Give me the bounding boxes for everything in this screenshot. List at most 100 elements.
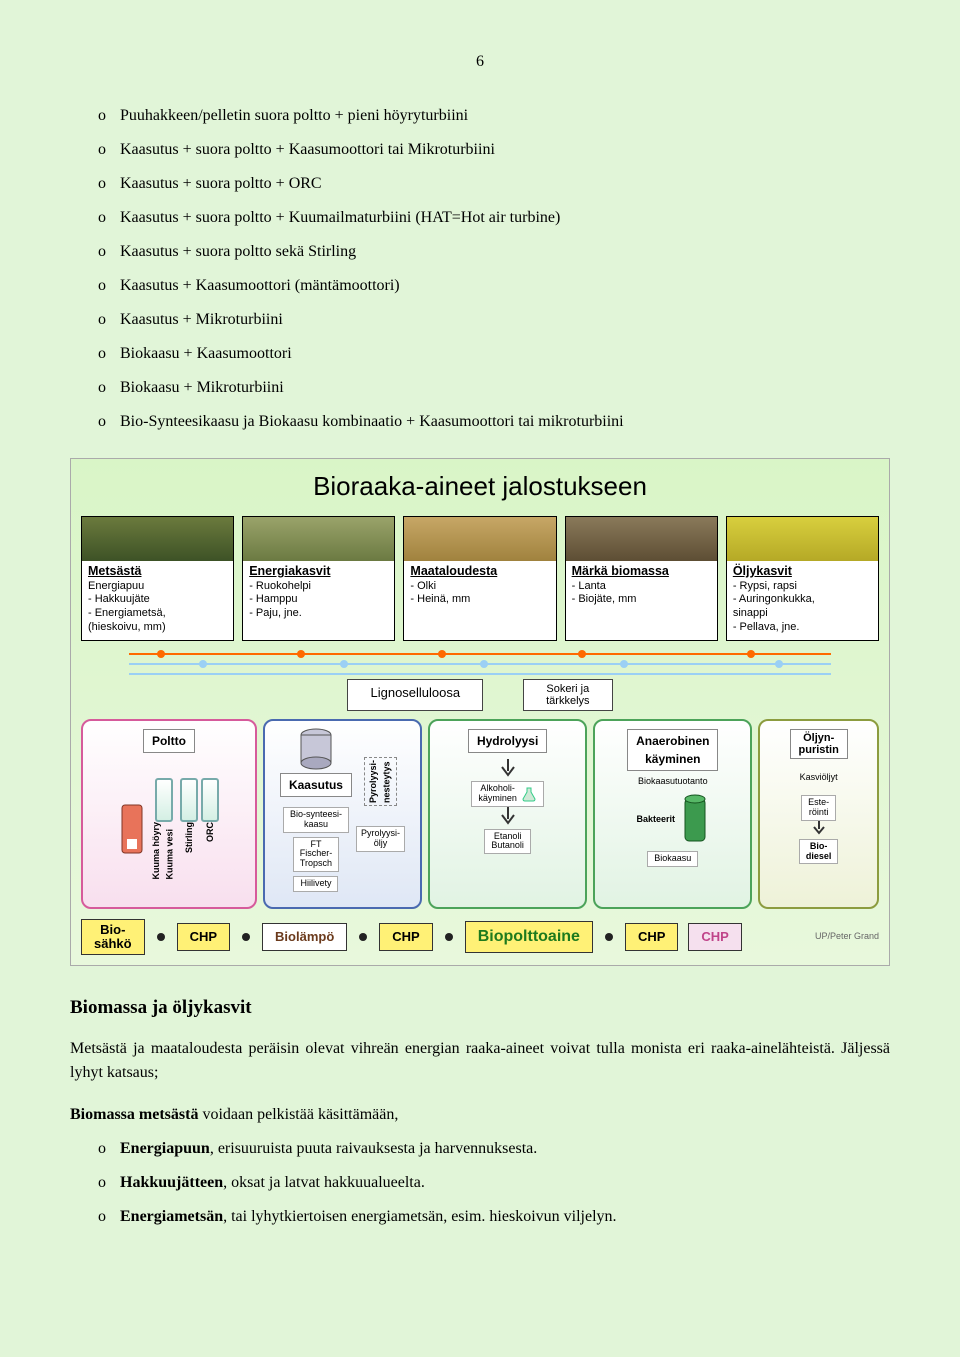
page-number: 6 bbox=[70, 50, 890, 74]
lead-rest: voidaan pelkistää käsittämään, bbox=[198, 1106, 398, 1123]
connector-dot-icon bbox=[359, 933, 367, 941]
sub-label: Biokaasutuotanto bbox=[638, 777, 708, 787]
output-biolampo: Biolämpö bbox=[262, 923, 347, 951]
process-title: Poltto bbox=[143, 729, 195, 753]
side-label: Pyrolyysi- nesteytys bbox=[364, 757, 397, 806]
source-line: - Lanta bbox=[572, 580, 711, 594]
list-item: Bio-Synteesikaasu ja Biokaasu kombinaati… bbox=[98, 410, 890, 434]
sub-label: Alkoholi- käyminen bbox=[471, 781, 544, 807]
source-line: - Rypsi, rapsi bbox=[733, 580, 872, 594]
arrow-down-icon bbox=[811, 821, 827, 835]
process-poltto: Poltto Kuuma höyry Kuuma vesi Stirling O… bbox=[81, 719, 257, 909]
process-title: Kaasutus bbox=[280, 773, 352, 797]
gasifier-icon bbox=[299, 727, 333, 771]
wire-blue bbox=[129, 673, 831, 675]
source-line: - Hamppu bbox=[249, 593, 388, 607]
sub-label: Este- röinti bbox=[801, 795, 836, 821]
diagram-title: Bioraaka-aineet jalostukseen bbox=[81, 467, 879, 506]
arrow-down-icon bbox=[498, 759, 518, 777]
output-biopolttoaine: Biopolttoaine bbox=[465, 921, 593, 953]
hay-icon bbox=[404, 517, 555, 561]
process-title: Anaerobinen käyminen bbox=[627, 729, 718, 771]
list-item: Hakkuujätteen, oksat ja latvat hakkuualu… bbox=[98, 1171, 890, 1195]
source-card: Märkä biomassa - Lanta - Biojäte, mm bbox=[565, 516, 718, 641]
stage-label: Sokeri ja tärkkelys bbox=[523, 679, 612, 711]
list-item: Biokaasu + Mikroturbiini bbox=[98, 376, 890, 400]
stage-row: Lignoselluloosa Sokeri ja tärkkelys bbox=[81, 679, 879, 711]
source-line: - Auringonkukka, bbox=[733, 593, 872, 607]
wire-zone bbox=[81, 643, 879, 683]
side-label: ORC bbox=[204, 822, 218, 842]
source-title: Märkä biomassa bbox=[572, 564, 711, 580]
list-bold: Hakkuujätteen bbox=[120, 1174, 223, 1191]
arrow-down-icon bbox=[498, 807, 518, 825]
source-line: - Heinä, mm bbox=[410, 593, 549, 607]
source-title: Öljykasvit bbox=[733, 564, 872, 580]
forest-icon bbox=[82, 517, 233, 561]
sub-label: Hiilivety bbox=[293, 876, 338, 892]
process-kaasutus: Kaasutus Bio-synteesi- kaasu FT Fischer-… bbox=[263, 719, 422, 909]
sub-label: Bio-synteesi- kaasu bbox=[283, 807, 349, 833]
list-item: Kaasutus + suora poltto + ORC bbox=[98, 172, 890, 196]
source-line: Energiapuu bbox=[88, 580, 227, 594]
sub-label: Kasviöljyt bbox=[800, 773, 838, 783]
section-heading: Biomassa ja öljykasvit bbox=[70, 994, 890, 1023]
list-rest: , erisuuruista puuta raivauksesta ja har… bbox=[210, 1140, 537, 1157]
output-chp: CHP bbox=[688, 923, 741, 951]
output-chp: CHP bbox=[379, 923, 432, 951]
side-label: Kuuma höyry Kuuma vesi bbox=[150, 822, 177, 880]
boiler-icon bbox=[118, 799, 146, 859]
process-anaerobinen: Anaerobinen käyminen Biokaasutuotanto Ba… bbox=[593, 719, 752, 909]
process-oil: Öljyn- puristin Kasviöljyt Este- röinti … bbox=[758, 719, 879, 909]
top-bullet-list: Puuhakkeen/pelletin suora poltto + pieni… bbox=[70, 104, 890, 434]
list-rest: , oksat ja latvat hakkuualueelta. bbox=[223, 1174, 425, 1191]
source-line: - Paju, jne. bbox=[249, 607, 388, 621]
sub-label: Bio- diesel bbox=[799, 839, 839, 865]
output-chp: CHP bbox=[177, 923, 230, 951]
sub-label: Biokaasu bbox=[647, 851, 698, 867]
paragraph-lead: Biomassa metsästä voidaan pelkistää käsi… bbox=[70, 1103, 890, 1127]
list-rest: , tai lyhytkiertoisen energiametsän, esi… bbox=[223, 1208, 616, 1225]
source-line: (hieskoivu, mm) bbox=[88, 621, 227, 635]
source-title: Metsästä bbox=[88, 564, 227, 580]
process-hydrolyysi: Hydrolyysi Alkoholi- käyminen Etanoli Bu… bbox=[428, 719, 587, 909]
source-line: - Ruokohelpi bbox=[249, 580, 388, 594]
list-item: Biokaasu + Kaasumoottori bbox=[98, 342, 890, 366]
source-card: Metsästä Energiapuu - Hakkuujäte - Energ… bbox=[81, 516, 234, 641]
oilseed-icon bbox=[727, 517, 878, 561]
list-item: Energiapuun, erisuuruista puuta raivauks… bbox=[98, 1137, 890, 1161]
output-chp: CHP bbox=[625, 923, 678, 951]
stage-label: Lignoselluloosa bbox=[347, 679, 483, 711]
source-line: - Biojäte, mm bbox=[572, 593, 711, 607]
sub-label: Bakteerit bbox=[637, 815, 676, 825]
process-title: Hydrolyysi bbox=[468, 729, 547, 753]
diagram-credit: UP/Peter Grand bbox=[815, 930, 879, 944]
wire-blue bbox=[129, 663, 831, 665]
source-line: - Energiametsä, bbox=[88, 607, 227, 621]
connector-dot-icon bbox=[242, 933, 250, 941]
source-line: - Hakkuujäte bbox=[88, 593, 227, 607]
source-title: Energiakasvit bbox=[249, 564, 388, 580]
list-bold: Energiapuun bbox=[120, 1140, 210, 1157]
list-item: Energiametsän, tai lyhytkiertoisen energ… bbox=[98, 1205, 890, 1229]
list-item: Kaasutus + suora poltto sekä Stirling bbox=[98, 240, 890, 264]
source-card: Maataloudesta - Olki - Heinä, mm bbox=[403, 516, 556, 641]
paragraph: Metsästä ja maataloudesta peräisin oleva… bbox=[70, 1037, 890, 1085]
side-label: Stirling bbox=[183, 822, 197, 853]
manure-icon bbox=[566, 517, 717, 561]
sub-label: Etanoli Butanoli bbox=[484, 829, 531, 855]
list-item: Kaasutus + Mikroturbiini bbox=[98, 308, 890, 332]
crop-icon bbox=[243, 517, 394, 561]
source-line: - Pellava, jne. bbox=[733, 621, 872, 635]
process-grid: Poltto Kuuma höyry Kuuma vesi Stirling O… bbox=[81, 719, 879, 909]
flask-icon bbox=[521, 786, 537, 802]
connector-dot-icon bbox=[157, 933, 165, 941]
side-label: Pyrolyysi- öljy bbox=[356, 826, 405, 852]
connector-dot-icon bbox=[445, 933, 453, 941]
source-title: Maataloudesta bbox=[410, 564, 549, 580]
bottom-bullet-list: Energiapuun, erisuuruista puuta raivauks… bbox=[70, 1137, 890, 1229]
source-line: sinappi bbox=[733, 607, 872, 621]
process-title: Öljyn- puristin bbox=[790, 729, 848, 759]
sources-row: Metsästä Energiapuu - Hakkuujäte - Energ… bbox=[81, 516, 879, 641]
list-item: Kaasutus + suora poltto + Kuumailmaturbi… bbox=[98, 206, 890, 230]
